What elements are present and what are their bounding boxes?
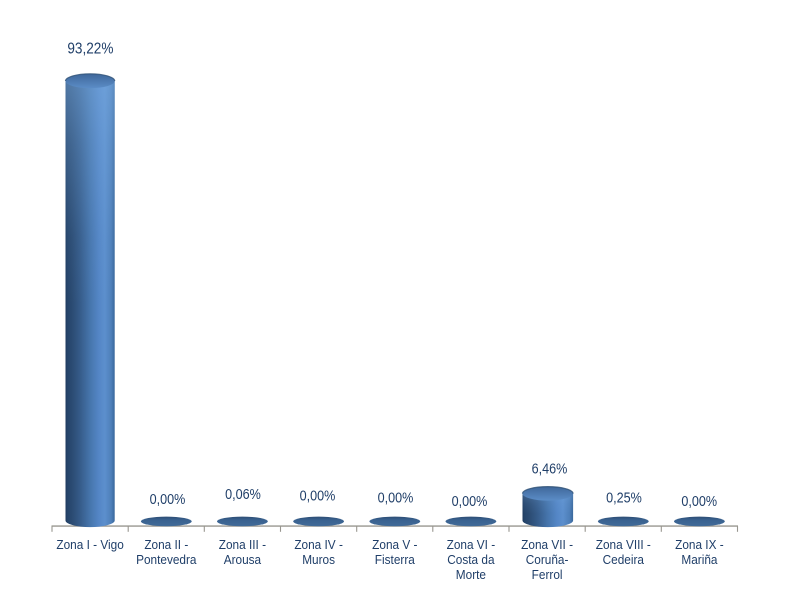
svg-text:0,00%: 0,00% <box>300 486 336 503</box>
svg-text:Fisterra: Fisterra <box>375 552 415 567</box>
svg-text:Morte: Morte <box>456 567 486 582</box>
svg-text:0,06%: 0,06% <box>225 485 261 502</box>
svg-text:Coruña-: Coruña- <box>526 552 569 567</box>
svg-text:Zona IV -: Zona IV - <box>294 537 343 552</box>
svg-text:Mariña: Mariña <box>681 552 717 567</box>
svg-text:0,00%: 0,00% <box>681 492 717 509</box>
svg-text:Zona IX -: Zona IX - <box>675 537 724 552</box>
svg-text:Zona I - Vigo: Zona I - Vigo <box>56 537 123 552</box>
svg-text:0,00%: 0,00% <box>378 488 414 505</box>
svg-text:Muros: Muros <box>302 552 335 567</box>
svg-text:Arousa: Arousa <box>224 552 262 567</box>
svg-text:6,46%: 6,46% <box>532 460 568 477</box>
svg-text:Costa da: Costa da <box>447 552 494 567</box>
svg-text:Cedeira: Cedeira <box>603 552 644 567</box>
svg-text:0,00%: 0,00% <box>452 492 488 509</box>
svg-text:Pontevedra: Pontevedra <box>136 552 196 567</box>
svg-text:Zona II -: Zona II - <box>144 537 188 552</box>
svg-text:0,00%: 0,00% <box>150 490 186 507</box>
svg-text:0,25%: 0,25% <box>606 489 642 506</box>
svg-text:Zona V -: Zona V - <box>372 537 417 552</box>
svg-text:Zona VII -: Zona VII - <box>521 537 573 552</box>
svg-text:93,22%: 93,22% <box>67 41 113 58</box>
svg-text:Zona III -: Zona III - <box>219 537 266 552</box>
svg-text:Ferrol: Ferrol <box>532 567 563 582</box>
svg-text:Zona VIII -: Zona VIII - <box>596 537 651 552</box>
svg-text:Zona VI -: Zona VI - <box>447 537 496 552</box>
